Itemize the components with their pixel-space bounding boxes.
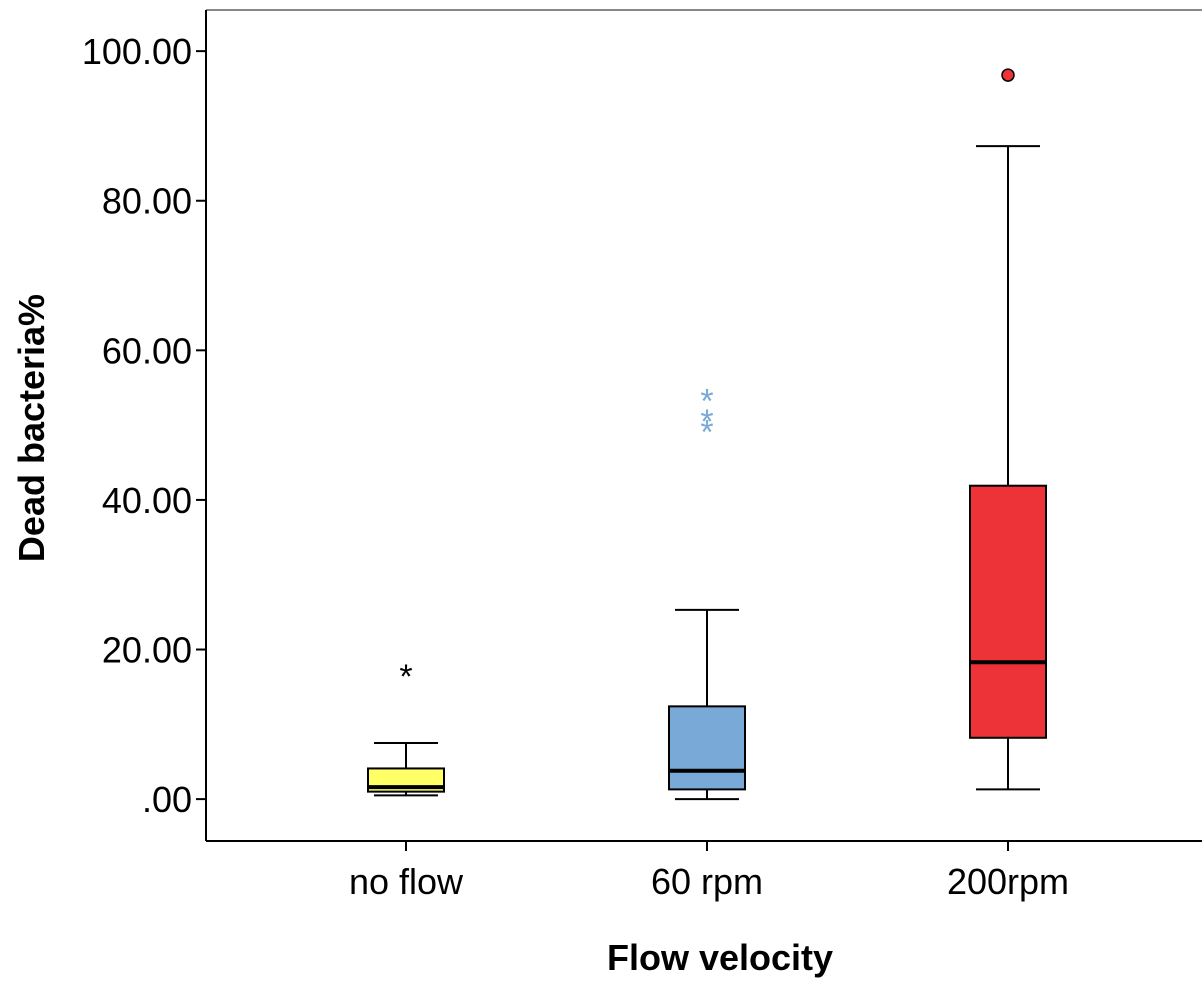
y-axis-title: Dead bacteria% (11, 294, 52, 562)
x-axis: no flow 60 rpm 200rpm (349, 841, 1069, 902)
extreme-point: * (700, 403, 713, 441)
box-1: * (367, 658, 445, 797)
extreme-point: * (700, 413, 713, 451)
box-series: **** (367, 68, 1047, 801)
y-tick-label: 80.00 (102, 181, 192, 222)
y-tick-label: 40.00 (102, 480, 192, 521)
extreme-point: * (700, 383, 713, 421)
iqr-box (969, 484, 1047, 739)
extreme-point: * (399, 658, 412, 696)
y-axis: .00 20.00 40.00 60.00 80.00 100.00 (82, 31, 206, 820)
box-2: *** (668, 383, 746, 801)
x-tick-label: no flow (349, 861, 464, 902)
box-3 (969, 68, 1047, 791)
x-tick-label: 200rpm (947, 861, 1069, 902)
y-tick-label: 20.00 (102, 630, 192, 671)
outlier-point (1001, 68, 1015, 82)
iqr-box (668, 705, 746, 791)
y-tick-label: 60.00 (102, 330, 192, 371)
x-tick-label: 60 rpm (651, 861, 763, 902)
y-tick-label: 100.00 (82, 31, 192, 72)
y-tick-label: .00 (142, 779, 192, 820)
x-axis-title: Flow velocity (607, 937, 833, 978)
